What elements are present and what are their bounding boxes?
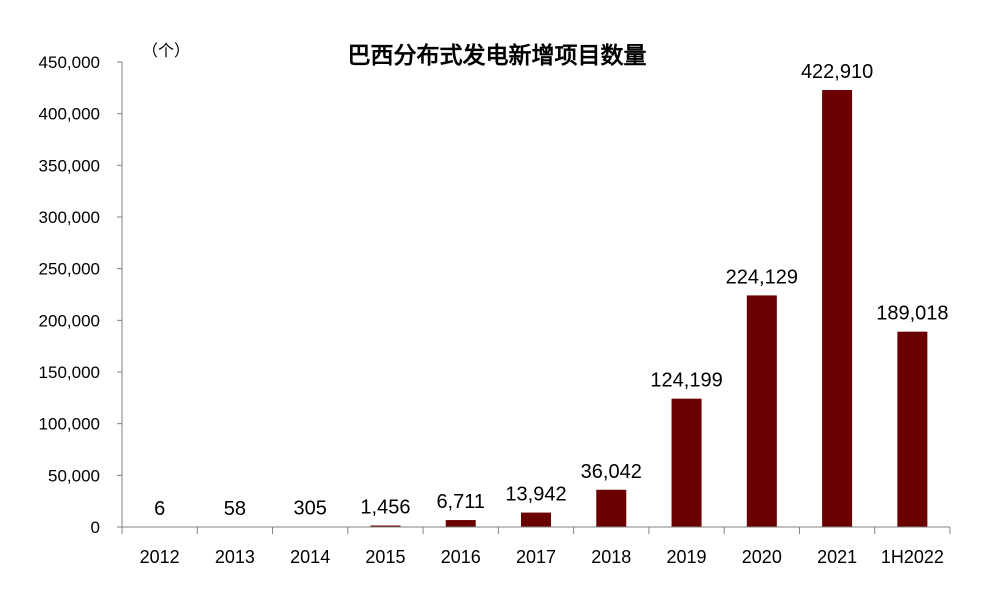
x-tick-label-2020: 2020 (742, 547, 782, 567)
x-tick-label-2017: 2017 (516, 547, 556, 567)
data-label-2017: 13,942 (505, 484, 566, 506)
data-label-2013: 58 (224, 498, 246, 520)
y-tick-label: 50,000 (48, 466, 100, 485)
data-label-2019: 124,199 (650, 370, 722, 392)
bar-1H2022 (897, 331, 928, 527)
x-tick-label-2016: 2016 (441, 547, 481, 567)
data-label-1H2022: 189,018 (876, 303, 948, 325)
bar-2021 (822, 89, 853, 528)
y-axis: 0 50,000 100,000 150,000 200,000 250,000 300,0… (39, 53, 123, 537)
data-label-2012: 6 (154, 498, 165, 520)
y-tick-label: 0 (91, 518, 100, 537)
x-axis: 2012 2013 2014 2015 2016 2017 2018 2019 2020 2021… (121, 526, 951, 567)
data-label-2021: 422,910 (801, 61, 873, 83)
y-tick-label: 350,000 (39, 156, 100, 175)
x-tick-label-2012: 2012 (140, 547, 180, 567)
data-label-2014: 305 (293, 498, 326, 520)
y-tick-label: 400,000 (39, 105, 100, 124)
chart-title: 巴西分布式发电新增项目数量 (348, 42, 647, 69)
bar-2018 (596, 489, 627, 527)
y-tick-label: 200,000 (39, 311, 100, 330)
x-tick-label-2013: 2013 (215, 547, 255, 567)
bar-2016 (445, 520, 476, 527)
bar-2020 (746, 295, 777, 527)
bar-2019 (671, 398, 702, 527)
y-tick-label: 150,000 (39, 363, 100, 382)
bars (144, 89, 928, 528)
data-labels: 6 58 305 1,456 6,711 13,942 36,042 124,199 224,1… (154, 61, 948, 520)
x-tick-label-2019: 2019 (667, 547, 707, 567)
y-tick-label: 300,000 (39, 208, 100, 227)
y-unit-label: （个） (142, 41, 190, 60)
x-tick-label-2018: 2018 (591, 547, 631, 567)
x-tick-label-1H2022: 1H2022 (881, 547, 944, 567)
bar-2015 (370, 525, 401, 527)
bar-2017 (521, 512, 551, 527)
y-tick-label: 450,000 (39, 53, 100, 72)
y-tick-label: 250,000 (39, 260, 100, 279)
data-label-2015: 1,456 (360, 496, 410, 518)
x-tick-label-2021: 2021 (817, 547, 857, 567)
x-tick-label-2015: 2015 (365, 547, 405, 567)
data-label-2016: 6,711 (436, 491, 485, 513)
y-tick-label: 100,000 (39, 415, 100, 434)
data-label-2020: 224,129 (726, 266, 798, 288)
x-tick-label-2014: 2014 (290, 547, 330, 567)
data-label-2018: 36,042 (581, 461, 642, 483)
